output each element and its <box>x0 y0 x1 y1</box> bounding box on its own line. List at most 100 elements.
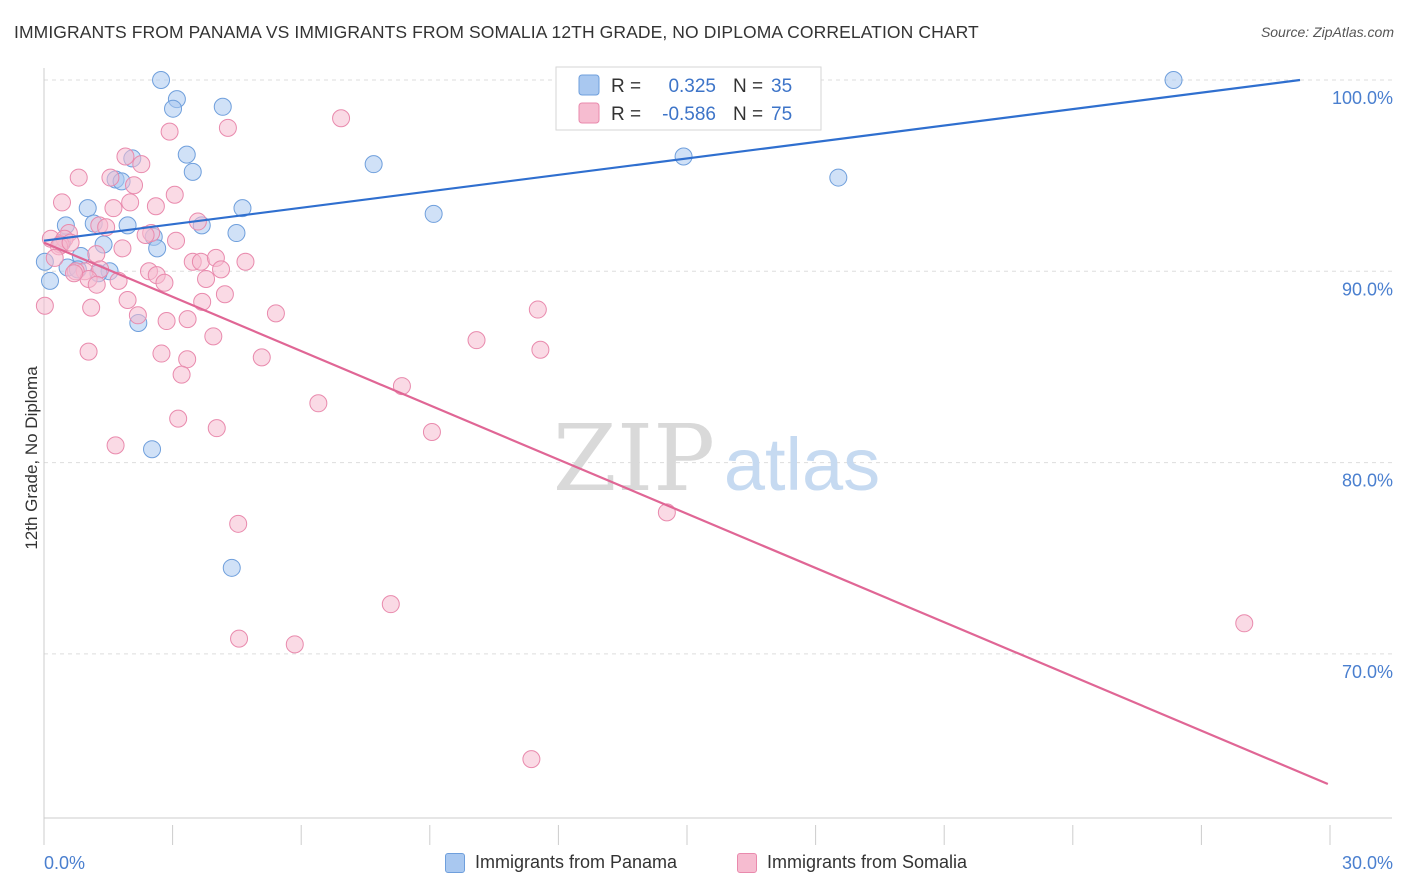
legend-label-panama: Immigrants from Panama <box>475 852 678 872</box>
somalia-point-36 <box>87 275 106 294</box>
panama-point-34 <box>1164 71 1183 89</box>
panama-point-0 <box>152 71 171 89</box>
somalia-point-39 <box>215 285 234 304</box>
somalia-point-60 <box>207 419 226 438</box>
panama-point-8 <box>183 162 202 181</box>
watermark-atlas: atlas <box>724 423 880 506</box>
watermark-zip: ZIP <box>553 405 715 512</box>
somalia-point-52 <box>531 340 550 359</box>
somalia-point-61 <box>422 422 441 441</box>
somalia-point-32 <box>212 260 231 279</box>
panama-point-4 <box>177 145 196 164</box>
somalia-trend-line <box>43 241 1329 785</box>
panama-point-13 <box>233 199 252 218</box>
panama-point-12 <box>78 199 97 218</box>
panama-point-3 <box>213 97 232 116</box>
x-tick-label-0: 0.0% <box>44 853 85 873</box>
watermark: ZIP atlas <box>553 405 880 512</box>
somalia-point-27 <box>236 252 255 271</box>
somalia-point-21 <box>113 239 132 258</box>
somalia-point-43 <box>35 296 54 315</box>
somalia-point-70 <box>45 248 64 267</box>
legend-n-label-somalia: N = <box>733 104 763 125</box>
somalia-point-46 <box>178 310 197 329</box>
legend-item-panama: Immigrants from Panama <box>445 852 677 873</box>
legend-r-label-panama: R = <box>611 76 641 97</box>
panama-point-2 <box>164 99 183 118</box>
panama-point-23 <box>148 239 167 258</box>
source-credit: Source: ZipAtlas.com <box>1260 24 1394 40</box>
x-tick-label-30: 30.0% <box>1342 853 1393 873</box>
somalia-point-73 <box>136 225 155 244</box>
somalia-point-44 <box>266 304 285 323</box>
somalia-point-58 <box>309 394 328 413</box>
somalia-point-65 <box>381 595 400 614</box>
somalia-point-10 <box>104 199 123 218</box>
panama-point-30 <box>41 271 60 290</box>
y-tick-label-100: 100.0% <box>1332 88 1393 108</box>
somalia-point-74 <box>65 264 84 283</box>
y-tick-label-70: 70.0% <box>1342 662 1393 682</box>
y-tick-label-80: 80.0% <box>1342 471 1393 491</box>
somalia-point-23 <box>87 245 106 264</box>
somalia-point-25 <box>191 252 210 271</box>
legend-swatch-somalia-bottom <box>737 852 757 873</box>
somalia-point-40 <box>118 290 137 309</box>
legend-swatch-panama-bottom <box>445 852 465 873</box>
somalia-point-20 <box>167 231 186 250</box>
somalia-point-54 <box>252 348 271 367</box>
panama-point-6 <box>674 147 693 166</box>
legend-n-value-somalia: 75 <box>771 104 792 125</box>
somalia-point-51 <box>79 342 98 361</box>
somalia-point-69 <box>522 750 541 769</box>
somalia-point-45 <box>128 306 147 325</box>
legend-item-somalia: Immigrants from Somalia <box>737 852 967 873</box>
somalia-point-62 <box>106 436 125 455</box>
somalia-point-59 <box>169 409 188 428</box>
panama-point-5 <box>364 155 383 174</box>
somalia-point-3 <box>116 147 135 166</box>
legend-r-label-somalia: R = <box>611 104 641 125</box>
somalia-point-47 <box>157 312 176 331</box>
somalia-point-38 <box>155 273 174 292</box>
legend-bottom: Immigrants from Panama Immigrants from S… <box>0 850 1406 880</box>
data-points <box>35 71 1254 769</box>
legend-top: R = 0.325 N = 35 R = -0.586 N = 75 <box>555 66 822 131</box>
somalia-point-53 <box>152 344 171 363</box>
axes <box>43 68 1392 845</box>
legend-r-value-somalia: -0.586 <box>662 104 716 125</box>
somalia-point-0 <box>332 109 351 128</box>
gridlines <box>44 79 1392 655</box>
somalia-point-5 <box>69 168 88 187</box>
legend-box <box>555 66 822 131</box>
panama-point-19 <box>227 224 246 243</box>
somalia-point-4 <box>132 155 151 174</box>
y-tick-label-90: 90.0% <box>1342 279 1393 299</box>
somalia-point-64 <box>229 514 248 533</box>
somalia-point-48 <box>528 300 547 319</box>
somalia-point-68 <box>1235 614 1254 633</box>
panama-point-14 <box>424 204 443 223</box>
legend-swatch-panama <box>578 74 600 96</box>
trend-lines <box>43 78 1329 785</box>
somalia-point-49 <box>204 327 223 346</box>
somalia-point-7 <box>125 176 144 195</box>
somalia-point-55 <box>178 350 197 369</box>
somalia-point-8 <box>165 185 184 204</box>
somalia-point-12 <box>146 197 165 216</box>
legend-n-value-panama: 35 <box>771 76 792 97</box>
somalia-point-50 <box>467 331 486 350</box>
legend-n-label-panama: N = <box>733 76 763 97</box>
somalia-point-9 <box>53 193 72 212</box>
somalia-point-67 <box>285 635 304 654</box>
somalia-point-35 <box>197 269 216 288</box>
legend-r-value-panama: 0.325 <box>668 76 716 97</box>
panama-point-32 <box>143 440 162 459</box>
panama-point-7 <box>829 168 848 187</box>
somalia-point-56 <box>172 365 191 384</box>
y-axis-label: 12th Grade, No Diploma <box>22 366 41 550</box>
legend-label-somalia: Immigrants from Somalia <box>767 852 968 872</box>
somalia-point-11 <box>121 193 140 212</box>
panama-point-33 <box>222 558 241 577</box>
